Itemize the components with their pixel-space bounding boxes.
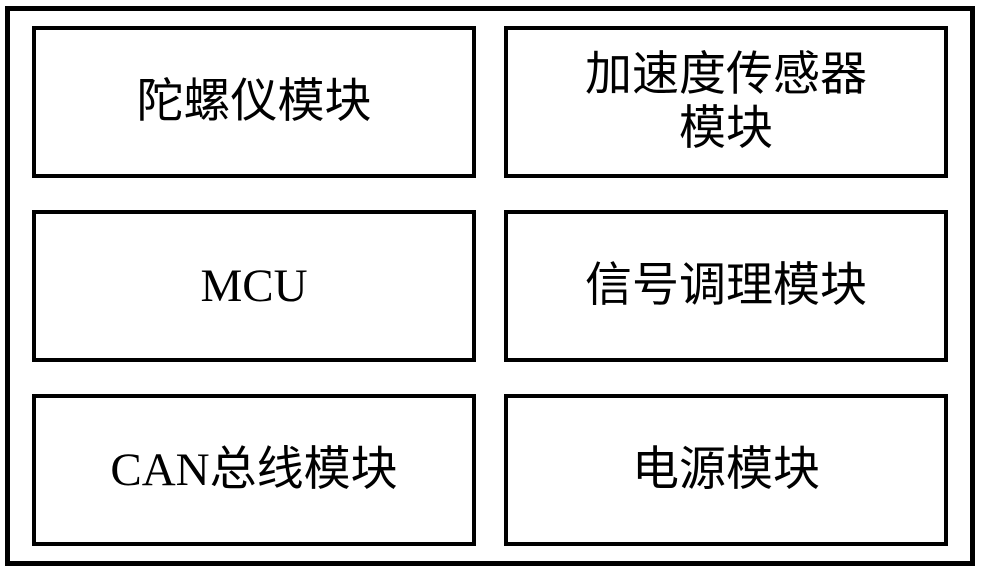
acceleration-sensor-module-label: 加速度传感器 模块 xyxy=(585,48,867,156)
mcu-module-label: MCU xyxy=(200,259,307,313)
power-module-label: 电源模块 xyxy=(632,443,820,497)
gyroscope-module-label: 陀螺仪模块 xyxy=(137,75,372,129)
gyroscope-module-box: 陀螺仪模块 xyxy=(32,26,476,178)
power-module-box: 电源模块 xyxy=(504,394,948,546)
can-bus-module-box: CAN总线模块 xyxy=(32,394,476,546)
acceleration-sensor-module-box: 加速度传感器 模块 xyxy=(504,26,948,178)
mcu-module-box: MCU xyxy=(32,210,476,362)
signal-conditioning-module-box: 信号调理模块 xyxy=(504,210,948,362)
signal-conditioning-module-label: 信号调理模块 xyxy=(585,259,867,313)
can-bus-module-label: CAN总线模块 xyxy=(110,443,397,497)
